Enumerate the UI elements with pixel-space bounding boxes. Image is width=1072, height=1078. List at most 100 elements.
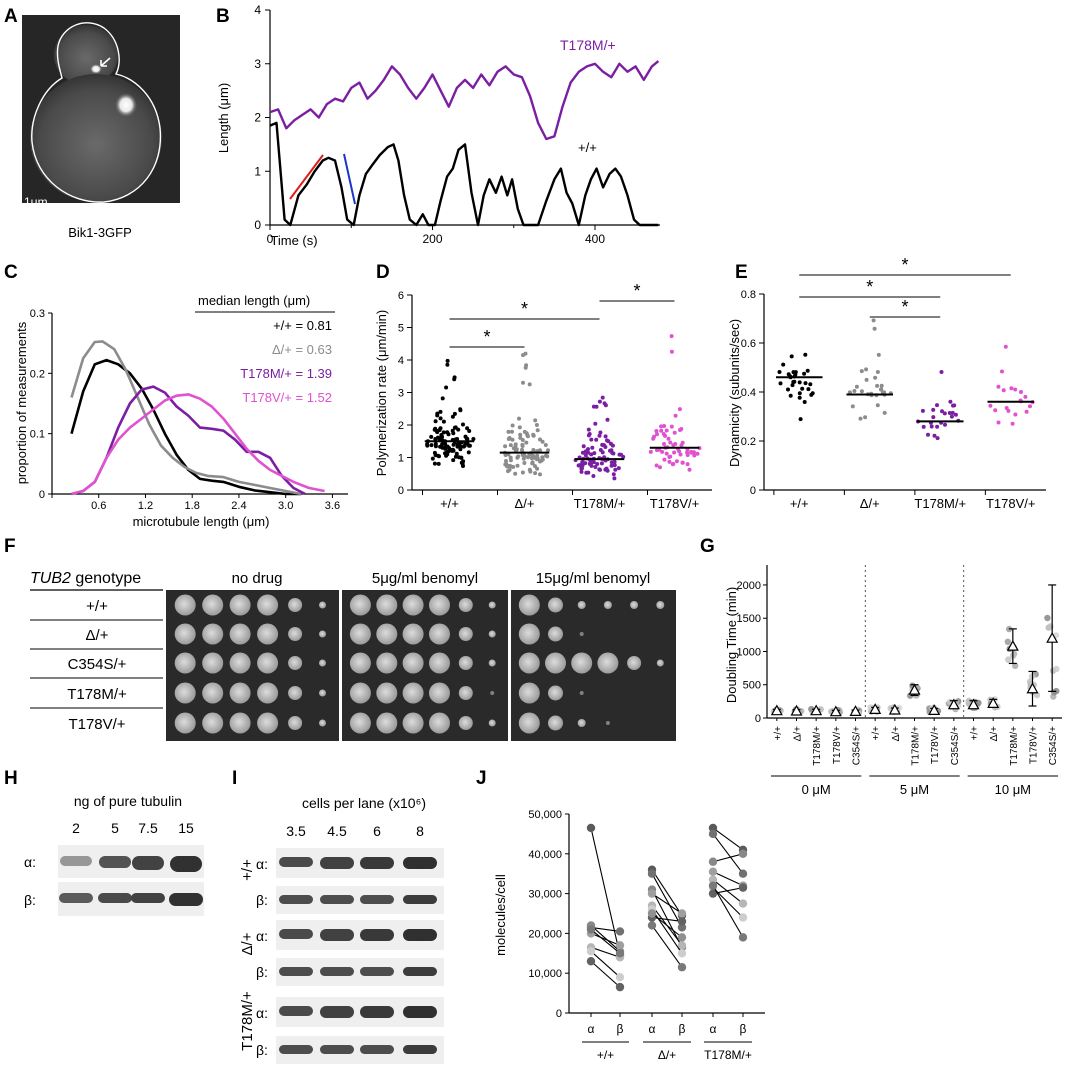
e-dot [879,383,884,388]
d-dot [685,450,690,455]
e-xtick-label: +/+ [790,496,809,511]
j-xtick-label: β [679,1022,686,1036]
e-dot [786,387,790,392]
f-colony-spot [518,682,540,704]
e-dot [793,370,798,375]
f-colony-spot [603,601,612,609]
e-dot [953,412,958,417]
i-genotype-label: Δ/+ [239,932,256,955]
panel-a: A 1μm Bik1-3GFP [4,6,180,240]
j-dot-beta [738,899,748,908]
d-xtick-label: T178V/+ [650,496,700,511]
g-dot [1033,691,1041,699]
d-dot [458,407,463,412]
j-pair-line [590,950,621,978]
e-dot [847,390,852,395]
f-colony-spot [402,682,424,704]
j-dot-beta [677,963,687,972]
d-dot [588,461,593,466]
panel-a-caption: Bik1-3GFP [68,225,132,240]
f-colony-spot [579,632,584,636]
j-dot-alpha [586,925,596,934]
f-colony-spot [548,626,563,642]
d-dot [438,416,443,421]
f-colony-spot [488,719,496,727]
d-dot [659,428,664,433]
e-dot [932,433,937,438]
d-dot [580,463,585,468]
f-colony-spot [349,594,371,616]
b-ytick-label: 1 [254,164,261,178]
h-lane-label: 2 [72,820,80,836]
g-mean-triangle [849,705,862,716]
f-colony-spot [257,712,279,734]
e-dot [781,362,786,367]
e-sig-star: * [866,277,873,297]
f-colony-spot [319,630,326,638]
g-mean-triangle [1046,631,1059,643]
b-ytick-label: 2 [254,111,261,125]
i-genotype-label: +/+ [239,859,256,881]
j-dot-beta [677,941,687,950]
i-lane-label: 3.5 [286,823,306,839]
panel-label-i: I [232,768,237,789]
g-dot [1026,678,1034,685]
e-dot [926,432,930,437]
d-ytick-label: 5 [398,323,404,335]
h-band-alpha [132,856,164,870]
g-ytick-label: 1000 [737,646,761,658]
panel-e: E Dynamicity (subunits/sec) 0 0.2 0.4 0.6 0.… [727,255,1046,511]
i-row-label-beta: β: [256,1042,268,1058]
bright-spot [115,93,137,117]
j-group-label: +/+ [597,1048,614,1062]
d-dot [662,457,667,462]
g-dot [1044,614,1051,622]
f-cond-0: no drug [232,570,283,587]
g-ytick-label: 1500 [737,613,761,625]
f-colony-spot [429,712,450,734]
f-colony-spot [319,659,326,667]
i-band-beta [320,895,354,904]
d-dot [652,434,656,439]
f-colony-spot [597,652,619,674]
d-dot [603,445,608,449]
f-colony-spot [458,627,473,641]
d-dot [586,470,591,475]
f-colony-spot [229,682,251,704]
g-mean-triangle [770,704,783,716]
e-xtick-label: T178M/+ [914,496,966,511]
g-mean-triangle [967,698,980,710]
d-dot [507,467,512,472]
i-band-alpha [279,857,313,867]
d-dot [535,466,540,471]
d-dot [599,461,604,466]
e-dot [1001,388,1006,393]
f-colony-spot [174,594,196,616]
f-colony-spot [257,652,279,674]
b-xlabel: Time (s) [270,233,317,248]
e-dot [803,352,808,357]
e-dot [935,436,940,441]
b-ytick-label: 0 [254,218,261,232]
j-dot-beta [738,913,748,922]
panel-label-f: F [4,536,16,557]
e-dot [920,408,925,413]
panel-i: I cells per lane (x10⁶) 3.5 4.5 6 8α:β:+/+α… [232,768,444,1064]
d-dot [506,429,511,434]
f-colony-spot [174,712,196,734]
g-group-label: 10 μM [995,782,1031,797]
j-group-label: Δ/+ [658,1048,676,1062]
d-dot [515,463,520,468]
d-dot [602,401,607,406]
d-ytick-label: 4 [398,355,404,367]
e-dot [948,399,953,404]
c-legend-t178m: T178M/+ = 1.39 [240,366,332,381]
e-dot [940,409,944,414]
j-pair-line [651,925,683,968]
d-dot [609,463,614,468]
f-colony-spot [429,594,450,616]
d-dot [510,437,515,442]
e-dot [1004,406,1009,410]
d-dot [465,437,470,441]
d-dot [591,404,596,409]
